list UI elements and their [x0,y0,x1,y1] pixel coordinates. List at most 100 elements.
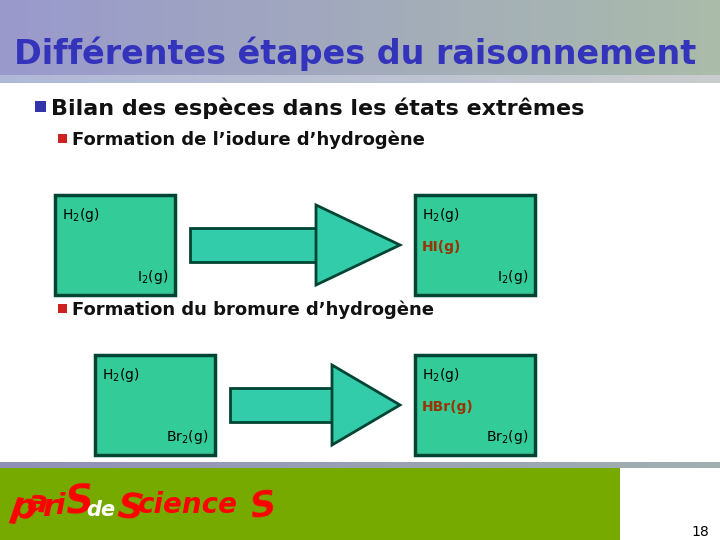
Bar [585,75,595,83]
Bar [415,355,535,455]
Bar [35,101,46,112]
Bar [540,462,550,468]
Bar [513,0,523,75]
Bar [108,0,118,75]
Bar [630,75,640,83]
Bar [378,462,388,468]
Bar [333,75,343,83]
Bar [621,75,631,83]
Bar [54,0,64,75]
Bar [252,0,262,75]
Bar [135,0,145,75]
Bar [99,75,109,83]
Bar [0,462,10,468]
Bar [81,0,91,75]
Bar [630,462,640,468]
Bar [594,0,604,75]
Text: HI(g): HI(g) [422,240,462,254]
Bar [603,462,613,468]
Bar [36,0,46,75]
Bar [405,462,415,468]
Bar [63,0,73,75]
Bar [522,0,532,75]
Bar [81,75,91,83]
Bar [621,462,631,468]
Bar [504,75,514,83]
Bar [415,195,535,295]
Bar [360,462,370,468]
Text: Br$_2$(g): Br$_2$(g) [166,428,208,446]
Bar [612,462,622,468]
Bar [495,0,505,75]
Bar [666,0,676,75]
Bar [342,0,352,75]
Polygon shape [332,365,400,445]
Bar [648,0,658,75]
Bar [279,0,289,75]
Bar [0,468,620,540]
Text: S: S [248,487,279,524]
Bar [459,0,469,75]
Bar [190,228,316,262]
Bar [459,462,469,468]
Bar [18,0,28,75]
Bar [450,75,460,83]
Bar [306,0,316,75]
Text: a: a [26,488,49,519]
Bar [441,462,451,468]
Bar [297,462,307,468]
Bar [162,0,172,75]
Bar [693,0,703,75]
Bar [585,462,595,468]
Bar [95,355,215,455]
Bar [441,0,451,75]
Bar [495,75,505,83]
Bar [162,75,172,83]
Bar [54,75,64,83]
Bar [549,462,559,468]
Bar [270,0,280,75]
Bar [126,0,136,75]
Bar [297,0,307,75]
Bar [702,462,712,468]
Text: de: de [86,500,115,519]
Bar [486,0,496,75]
Bar [405,75,415,83]
Bar [675,0,685,75]
Bar [234,75,244,83]
Bar [486,462,496,468]
Bar [621,0,631,75]
Bar [81,462,91,468]
Bar [666,75,676,83]
Bar [198,462,208,468]
Bar [9,75,19,83]
Bar [230,388,332,422]
Bar [684,462,694,468]
Bar [27,75,37,83]
Bar [55,195,175,295]
Bar [423,0,433,75]
Bar [0,83,720,540]
Bar [567,75,577,83]
Bar [594,462,604,468]
Text: I$_2$(g): I$_2$(g) [497,268,528,286]
Bar [513,75,523,83]
Bar [0,75,10,83]
Bar [333,0,343,75]
Bar [9,462,19,468]
Bar [135,462,145,468]
Bar [360,0,370,75]
Bar [396,75,406,83]
Bar [126,462,136,468]
Bar [450,0,460,75]
Text: r: r [42,493,57,522]
Bar [270,75,280,83]
Bar [288,462,298,468]
Bar [342,462,352,468]
Bar [90,75,100,83]
Bar [459,75,469,83]
Bar [432,462,442,468]
Bar [567,462,577,468]
Bar [108,462,118,468]
Bar [225,462,235,468]
